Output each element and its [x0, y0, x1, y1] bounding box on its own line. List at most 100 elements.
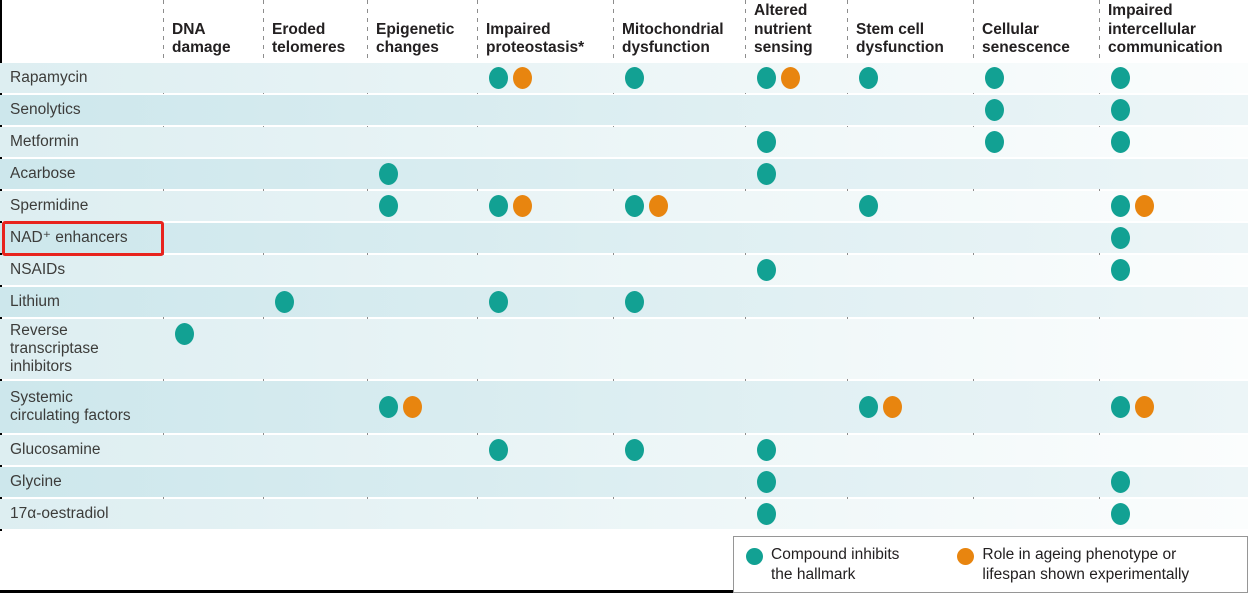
legend-label-inhibits: Compound inhibits the hallmark	[771, 546, 900, 583]
hallmark-cell	[367, 381, 477, 433]
hallmark-cell	[263, 435, 367, 465]
row-label: Glycine	[10, 473, 62, 491]
hallmark-cell	[163, 255, 263, 285]
hallmark-cell	[613, 319, 745, 379]
hallmark-cell	[745, 63, 847, 93]
inhibits-dot-icon	[275, 291, 294, 313]
hallmark-cell	[745, 159, 847, 189]
inhibits-dot-icon	[985, 67, 1004, 89]
hallmark-cell	[847, 435, 973, 465]
inhibits-dot-icon	[1111, 131, 1130, 153]
experimental-dot-icon	[513, 67, 532, 89]
inhibits-dot-icon	[757, 67, 776, 89]
hallmark-cell	[367, 287, 477, 317]
hallmark-cell	[847, 127, 973, 157]
hallmark-cell	[263, 499, 367, 529]
compound-row: Glycine	[0, 467, 1248, 497]
hallmark-cell	[1099, 191, 1248, 221]
hallmark-cell	[973, 255, 1099, 285]
hallmark-cell	[613, 499, 745, 529]
hallmark-cell	[973, 63, 1099, 93]
hallmark-cell	[263, 287, 367, 317]
row-label: Acarbose	[10, 165, 76, 183]
inhibits-dot-icon	[757, 163, 776, 185]
hallmark-cell	[745, 499, 847, 529]
column-header: Impaired intercellular communication	[1108, 2, 1223, 57]
hallmark-cell	[263, 381, 367, 433]
hallmark-cell	[477, 127, 613, 157]
hallmark-cell	[745, 287, 847, 317]
hallmark-cell	[847, 223, 973, 253]
inhibits-dot-icon	[859, 396, 878, 418]
row-label: NSAIDs	[10, 261, 66, 279]
hallmark-cell	[1099, 287, 1248, 317]
compound-row: Senolytics	[0, 95, 1248, 125]
hallmark-cell	[263, 63, 367, 93]
orange-dot-icon	[957, 548, 975, 566]
inhibits-dot-icon	[175, 323, 194, 345]
hallmark-cell	[1099, 499, 1248, 529]
column-header: Cellular senescence	[982, 20, 1070, 57]
hallmark-cell	[163, 63, 263, 93]
hallmark-cell	[745, 381, 847, 433]
legend-label-experimental: Role in ageing phenotype or lifespan sho…	[982, 546, 1190, 583]
hallmark-cell	[847, 499, 973, 529]
inhibits-dot-icon	[757, 471, 776, 493]
hallmark-cell	[163, 159, 263, 189]
hallmark-cell	[1099, 159, 1248, 189]
inhibits-dot-icon	[379, 163, 398, 185]
inhibits-dot-icon	[1111, 503, 1130, 525]
inhibits-dot-icon	[379, 195, 398, 217]
inhibits-dot-icon	[1111, 99, 1130, 121]
header-spacer	[0, 0, 163, 62]
hallmark-cell	[1099, 255, 1248, 285]
hallmark-cell	[613, 63, 745, 93]
hallmark-cell	[367, 223, 477, 253]
hallmark-cell	[263, 223, 367, 253]
inhibits-dot-icon	[757, 503, 776, 525]
hallmark-cell	[973, 127, 1099, 157]
hallmark-cell	[973, 191, 1099, 221]
hallmark-cell	[1099, 435, 1248, 465]
hallmark-cell	[745, 467, 847, 497]
hallmark-cell	[973, 435, 1099, 465]
hallmark-cell	[613, 435, 745, 465]
hallmark-cell	[477, 223, 613, 253]
hallmark-cell	[163, 223, 263, 253]
hallmark-cell	[163, 287, 263, 317]
compound-row: Systemic circulating factors	[0, 381, 1248, 433]
hallmark-cell	[367, 467, 477, 497]
hallmark-cell	[847, 191, 973, 221]
row-label: NAD⁺ enhancers	[0, 221, 164, 256]
hallmark-cell	[847, 95, 973, 125]
hallmark-cell	[367, 95, 477, 125]
hallmark-cell	[1099, 319, 1248, 379]
inhibits-dot-icon	[379, 396, 398, 418]
inhibits-dot-icon	[859, 67, 878, 89]
hallmark-cell	[163, 499, 263, 529]
hallmark-cell	[847, 255, 973, 285]
hallmark-cell	[847, 287, 973, 317]
hallmark-cell	[613, 381, 745, 433]
inhibits-dot-icon	[625, 291, 644, 313]
hallmark-cell	[477, 255, 613, 285]
hallmark-cell	[745, 255, 847, 285]
hallmark-cell	[163, 191, 263, 221]
hallmark-cell	[477, 287, 613, 317]
hallmark-cell	[367, 255, 477, 285]
hallmark-cell	[973, 467, 1099, 497]
row-label: Systemic circulating factors	[10, 389, 131, 424]
hallmark-cell	[847, 159, 973, 189]
experimental-dot-icon	[1135, 396, 1154, 418]
hallmark-cell	[613, 95, 745, 125]
hallmark-cell	[163, 319, 263, 379]
hallmark-cell	[263, 255, 367, 285]
hallmark-cell	[477, 191, 613, 221]
row-label: 17α-oestradiol	[10, 505, 109, 523]
column-header: Epigenetic changes	[376, 20, 455, 57]
compound-rows: Rapamycin Senolytics Metformin Acarbose Sper…	[0, 63, 1248, 531]
hallmark-cell	[745, 95, 847, 125]
hallmark-cell	[477, 319, 613, 379]
hallmark-cell	[263, 127, 367, 157]
compound-row: NAD⁺ enhancers	[0, 221, 1248, 256]
